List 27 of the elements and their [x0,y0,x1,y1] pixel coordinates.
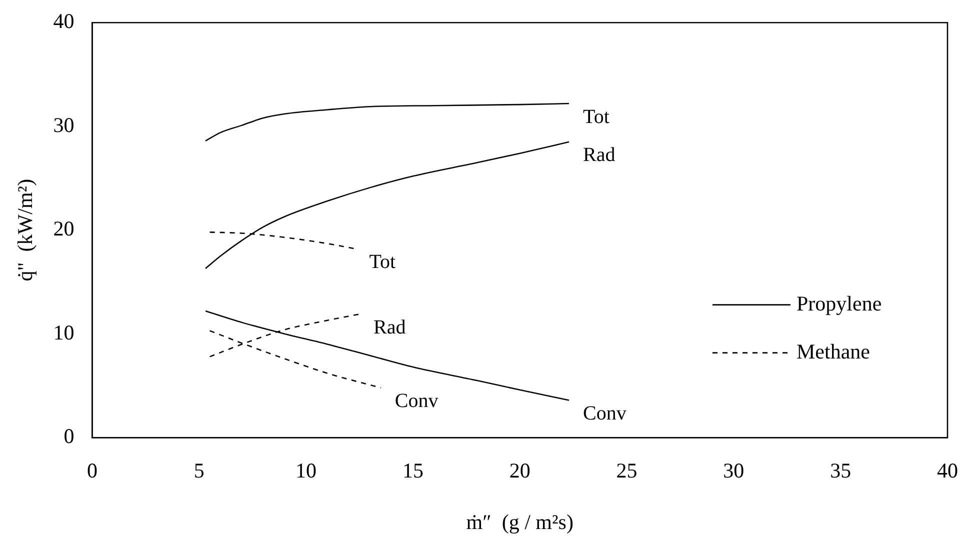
x-tick-label: 35 [830,458,852,483]
y-tick-label: 40 [53,9,74,34]
legend-label: Methane [796,339,870,364]
annotation: Tot [583,106,610,128]
annotation: Conv [394,390,438,412]
x-axis-title: ṁ″ (g / m²s) [466,510,574,534]
annotation: Tot [369,251,396,274]
y-tick-label: 30 [53,112,74,137]
x-tick-label: 10 [296,458,317,483]
annotation: Rad [583,144,616,166]
y-axis-title: q̇" (kW/m²) [13,178,38,282]
x-tick-label: 25 [616,458,638,483]
x-tick-label: 30 [723,458,744,483]
y-tick-label: 10 [53,320,74,344]
legend-label: Propylene [796,291,882,316]
y-tick-label: 0 [64,424,74,448]
x-tick-label: 40 [937,458,958,483]
annotation: Rad [373,316,406,338]
x-tick-label: 0 [86,458,98,483]
annotation: Conv [583,402,626,424]
x-tick-label: 20 [509,458,530,483]
line-series [209,232,356,250]
y-tick-label: 20 [53,216,74,241]
x-tick-label: 5 [194,458,204,483]
line-series [204,102,570,142]
x-tick-label: 15 [402,458,424,483]
line-series [204,141,570,270]
